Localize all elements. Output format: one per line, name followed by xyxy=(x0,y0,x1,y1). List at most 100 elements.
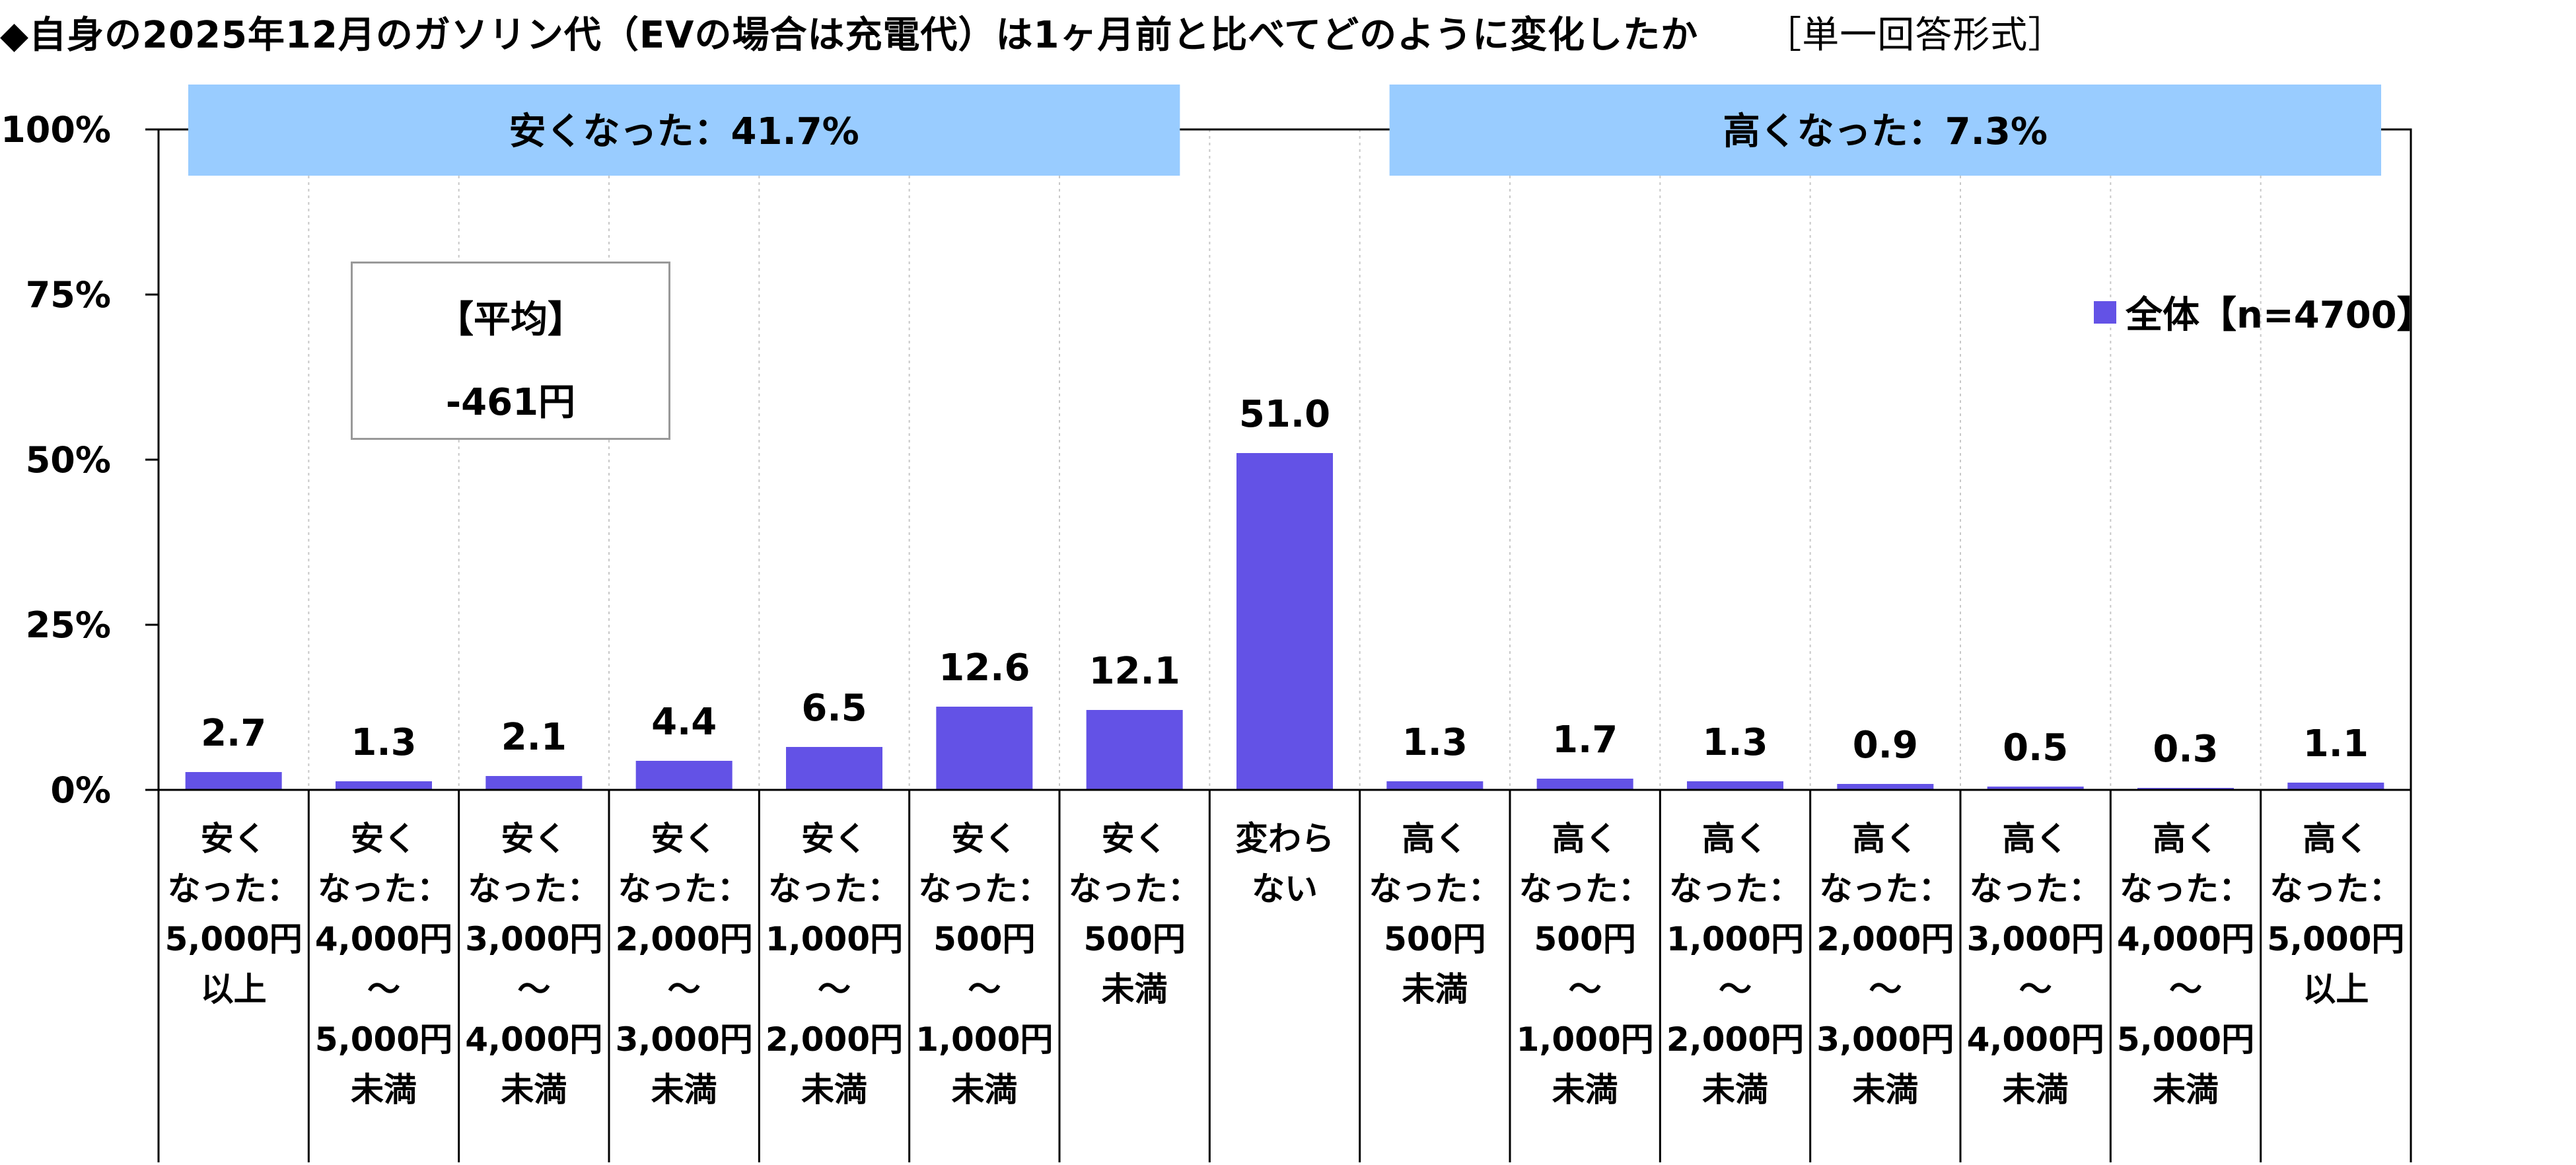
category-label: なった： xyxy=(168,870,300,908)
category-label: なった： xyxy=(768,870,900,908)
category-label: ～ xyxy=(517,970,550,1008)
category-label: 未満 xyxy=(351,1071,417,1109)
chart-title-text: ◆自身の2025年12月のガソリン代（EVの場合は充電代）は1ヶ月前と比べてどの… xyxy=(0,14,1699,57)
bar xyxy=(485,776,583,790)
category-label: なった： xyxy=(318,870,450,908)
category-label: 5,000円 xyxy=(2117,1020,2254,1059)
category-label: なった： xyxy=(1970,870,2102,908)
category-label: 安く xyxy=(651,820,717,858)
bar xyxy=(1086,710,1183,790)
category-label: 500円 xyxy=(1534,920,1635,958)
category-label: 安く xyxy=(201,820,267,858)
category-label: 4,000円 xyxy=(315,920,452,958)
category-label: 3,000円 xyxy=(1967,920,2104,958)
data-label: 12.6 xyxy=(939,647,1030,689)
legend-swatch xyxy=(2094,300,2116,324)
category-label: 3,000円 xyxy=(1816,1020,1954,1059)
y-tick-label: 50% xyxy=(26,439,111,481)
category-label: ～ xyxy=(367,970,400,1008)
bar xyxy=(185,772,282,790)
data-label: 2.1 xyxy=(501,716,567,759)
data-label: 12.1 xyxy=(1089,650,1180,693)
data-label: 0.9 xyxy=(1853,724,1918,767)
bar xyxy=(336,781,432,790)
category-label: 高く xyxy=(1402,820,1468,858)
category-label: 4,000円 xyxy=(1967,1020,2104,1059)
category-label: 高く xyxy=(2303,820,2369,858)
chart-title: ◆自身の2025年12月のガソリン代（EVの場合は充電代）は1ヶ月前と比べてどの… xyxy=(0,5,2065,59)
range-band xyxy=(188,85,1180,176)
category-label: 500円 xyxy=(933,920,1035,958)
bar xyxy=(1386,781,1484,790)
answer-format: ［単一回答形式］ xyxy=(1764,14,2066,57)
bar xyxy=(1536,779,1633,790)
y-tick-label: 0% xyxy=(50,769,111,811)
data-label: 2.7 xyxy=(201,712,266,755)
category-label: ～ xyxy=(818,970,851,1008)
category-label: 安く xyxy=(351,820,417,858)
legend-label: 全体【n=4700】 xyxy=(2126,294,2434,337)
category-label: 1,000円 xyxy=(1517,1020,1654,1059)
category-label: 未満 xyxy=(2003,1071,2069,1109)
category-label: なった： xyxy=(2120,870,2252,908)
data-label: 0.3 xyxy=(2153,728,2218,771)
bar xyxy=(1687,781,1783,790)
category-label: 安く xyxy=(801,820,867,858)
y-tick-label: 100% xyxy=(1,109,111,151)
category-label: 高く xyxy=(2153,820,2219,858)
data-label: 1.3 xyxy=(1402,721,1468,764)
legend: 全体【n=4700】 xyxy=(2094,285,2434,339)
category-label: 高く xyxy=(2003,820,2069,858)
category-label: 1,000円 xyxy=(1666,920,1804,958)
data-label: 51.0 xyxy=(1239,393,1330,436)
category-label: 安く xyxy=(501,820,567,858)
average-heading: 【平均】 xyxy=(437,299,585,341)
category-label: なった： xyxy=(1669,870,1801,908)
category-label: ない xyxy=(1252,870,1318,908)
category-label: なった： xyxy=(618,870,750,908)
category-label: 安く xyxy=(951,820,1017,858)
bar xyxy=(1837,784,1934,790)
category-label: 未満 xyxy=(1552,1071,1618,1109)
category-label: 1,000円 xyxy=(915,1020,1053,1059)
bar xyxy=(936,707,1033,790)
category-label: 高く xyxy=(1702,820,1768,858)
category-label: ～ xyxy=(2169,970,2202,1008)
category-label: 以上 xyxy=(201,970,267,1008)
category-label: 未満 xyxy=(651,1071,717,1109)
data-label: 6.5 xyxy=(801,687,867,730)
average-box: 【平均】 -461円 xyxy=(351,262,670,440)
category-label: なった： xyxy=(468,870,600,908)
data-label: 1.3 xyxy=(1702,721,1768,764)
category-label: なった： xyxy=(1519,870,1651,908)
category-label: 2,000円 xyxy=(1666,1020,1804,1059)
category-label: なった： xyxy=(1819,870,1951,908)
category-label: ～ xyxy=(668,970,701,1008)
category-label: ～ xyxy=(1719,970,1752,1008)
data-label: 4.4 xyxy=(651,701,717,744)
category-label: 未満 xyxy=(501,1071,567,1109)
category-label: 未満 xyxy=(801,1071,867,1109)
category-label: なった： xyxy=(918,870,1050,908)
data-label: 1.3 xyxy=(351,721,416,764)
category-label: 4,000円 xyxy=(465,1020,602,1059)
category-label: 未満 xyxy=(1702,1071,1768,1109)
y-tick-label: 25% xyxy=(26,604,111,646)
category-label: 2,000円 xyxy=(616,920,753,958)
category-label: 2,000円 xyxy=(1816,920,1954,958)
category-label: 500円 xyxy=(1083,920,1185,958)
category-label: 2,000円 xyxy=(766,1020,903,1059)
category-label: 高く xyxy=(1552,820,1618,858)
category-label: 500円 xyxy=(1384,920,1485,958)
data-label: 0.5 xyxy=(2003,726,2068,769)
y-tick-label: 75% xyxy=(26,274,111,316)
category-label: なった： xyxy=(2270,870,2402,908)
data-label: 1.7 xyxy=(1552,719,1618,761)
category-label: ～ xyxy=(2019,970,2052,1008)
average-value: -461円 xyxy=(445,381,576,424)
category-label: ～ xyxy=(1569,970,1602,1008)
category-label: 5,000円 xyxy=(165,920,303,958)
range-band xyxy=(1389,85,2381,176)
bar xyxy=(1987,787,2084,790)
